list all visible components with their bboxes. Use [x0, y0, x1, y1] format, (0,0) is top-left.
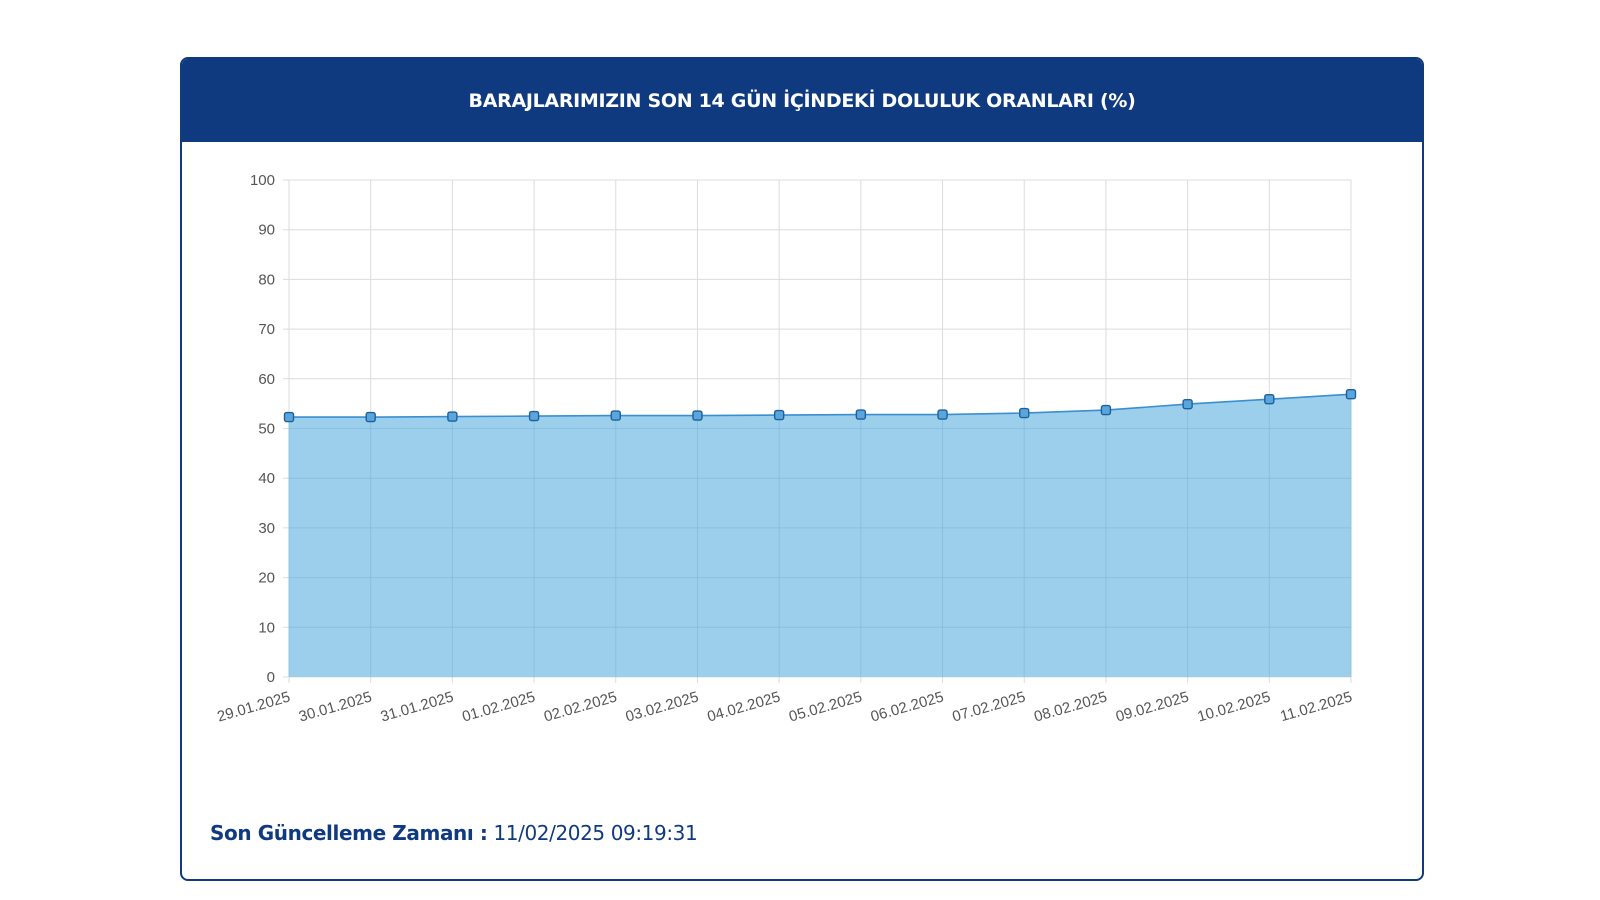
data-point: [1019, 407, 1030, 419]
x-tick-label: 04.02.2025: [705, 689, 782, 726]
y-tick-label: 40: [258, 470, 275, 487]
data-point: [855, 409, 867, 420]
card-title: BARAJLARIMIZIN SON 14 GÜN İÇİNDEKİ DOLUL…: [182, 59, 1422, 142]
last-update-label: Son Güncelleme Zamanı :: [210, 821, 488, 845]
y-tick-label: 10: [258, 619, 275, 636]
y-tick-label: 70: [258, 321, 275, 338]
marker-layer: [283, 389, 1357, 423]
data-point: [1345, 389, 1357, 400]
series-area: [289, 394, 1351, 677]
data-point: [447, 411, 458, 422]
series-line: [289, 393, 1352, 418]
x-tick-label: 02.02.2025: [542, 689, 619, 726]
data-point: [365, 411, 376, 423]
x-tick-label: 31.01.2025: [379, 689, 456, 726]
x-tick-label: 01.02.2025: [460, 689, 537, 726]
x-tick-label: 10.02.2025: [1196, 689, 1273, 726]
y-tick-label: 60: [258, 371, 275, 388]
x-tick-label: 11.02.2025: [1278, 689, 1354, 726]
data-point: [692, 410, 703, 421]
y-tick-label: 50: [258, 421, 275, 438]
data-point: [773, 409, 785, 421]
x-tick-label: 05.02.2025: [787, 689, 864, 726]
y-tick-label: 90: [258, 222, 275, 239]
chart-card: BARAJLARIMIZIN SON 14 GÜN İÇİNDEKİ DOLUL…: [180, 57, 1424, 881]
y-tick-label: 80: [258, 271, 275, 288]
x-tick-label: 03.02.2025: [624, 689, 701, 726]
x-tick-label: 07.02.2025: [950, 689, 1027, 726]
last-update: Son Güncelleme Zamanı : 11/02/2025 09:19…: [210, 821, 698, 845]
y-tick-label: 20: [258, 570, 275, 587]
x-tick-label: 29.01.2025: [215, 689, 292, 726]
y-tick-label: 30: [258, 520, 275, 537]
data-point: [1100, 404, 1112, 416]
last-update-value: 11/02/2025 09:19:31: [493, 821, 698, 845]
data-point: [1264, 393, 1275, 405]
x-tick-label: 09.02.2025: [1114, 689, 1191, 726]
chart-area: 0 10 20 30 40 50 60 70 80 90 100 29.01.2025 30.01.20…: [182, 140, 1420, 784]
y-tick-label: 100: [250, 172, 275, 189]
area-layer: [288, 393, 1352, 677]
data-point: [1182, 398, 1193, 410]
data-point: [528, 410, 540, 422]
data-point: [610, 410, 621, 421]
data-point: [283, 411, 295, 423]
data-point: [937, 409, 948, 420]
x-tick-label: 08.02.2025: [1032, 689, 1109, 726]
y-tick-label: 0: [267, 669, 275, 686]
dam-occupancy-chart: 0 10 20 30 40 50 60 70 80 90 100 29.01.2025 30.01.20…: [215, 172, 1357, 726]
x-tick-label: 06.02.2025: [869, 689, 946, 726]
x-tick-label: 30.01.2025: [297, 689, 374, 726]
